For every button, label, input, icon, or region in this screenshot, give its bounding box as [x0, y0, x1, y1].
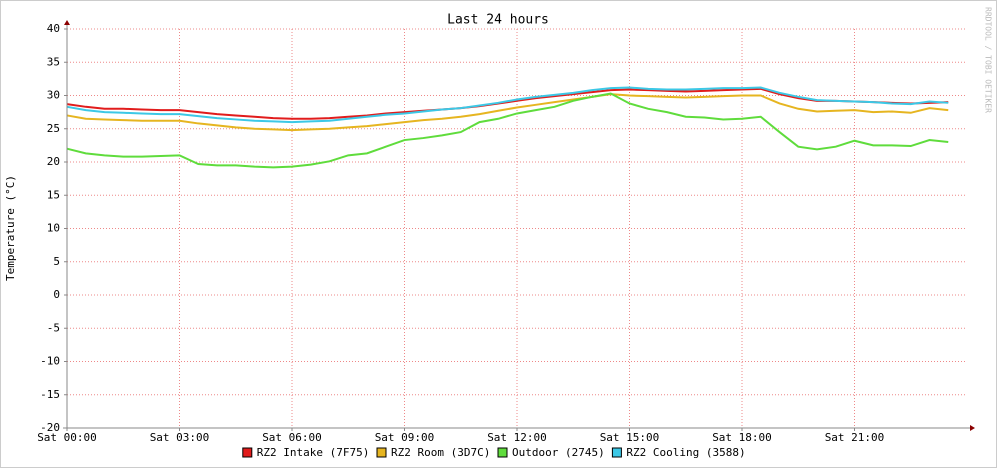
y-tick-label: -5 [47, 321, 60, 334]
legend-swatch [242, 447, 253, 458]
y-tick-label: 15 [47, 188, 60, 201]
y-tick-label: 20 [47, 155, 60, 168]
x-tick-label: Sat 18:00 [712, 431, 772, 444]
x-tick-label: Sat 00:00 [37, 431, 97, 444]
series-line [66, 93, 949, 132]
y-tick-label: 25 [47, 122, 60, 135]
y-axis-label: Temperature (°C) [4, 175, 17, 281]
grid [66, 28, 967, 429]
x-tick-label: Sat 09:00 [375, 431, 435, 444]
lines [66, 86, 949, 169]
legend-label: Outdoor (2745) [512, 446, 605, 459]
x-tick-label: Sat 06:00 [262, 431, 322, 444]
series-line [66, 86, 949, 124]
series-line [66, 92, 949, 169]
x-tick-label: Sat 21:00 [825, 431, 885, 444]
y-tick-label: -10 [40, 355, 60, 368]
y-tick-label: -20 [40, 421, 60, 434]
x-tick-label: Sat 12:00 [487, 431, 547, 444]
y-tick-label: 40 [47, 22, 60, 35]
legend-swatch [611, 447, 622, 458]
legend-label: RZ2 Intake (7F75) [257, 446, 370, 459]
chart-title: Last 24 hours [447, 13, 549, 28]
y-tick-label: 30 [47, 89, 60, 102]
y-axis-arrow [64, 20, 70, 25]
y-tick-label: -15 [40, 388, 60, 401]
y-tick-label: 0 [53, 288, 60, 301]
y-tick-label: 35 [47, 55, 60, 68]
x-tick-label: Sat 15:00 [600, 431, 660, 444]
watermark: RRDTOOL / TOBI OETIKER [984, 7, 993, 113]
legend-swatch [497, 447, 508, 458]
y-tick-label: 5 [53, 255, 60, 268]
legend: RZ2 Intake (7F75) RZ2 Room (3D7C) Outdoor … [242, 446, 746, 459]
x-axis-arrow [970, 425, 975, 431]
legend-swatch [376, 447, 387, 458]
x-tick-label: Sat 03:00 [150, 431, 210, 444]
legend-label: RZ2 Cooling (3588) [626, 446, 745, 459]
axes: -20 -15 -10 -5 0 5 10 15 20 25 30 35 40 Sat 00:00 Sat … [37, 20, 975, 444]
y-tick-label: 10 [47, 222, 60, 235]
legend-label: RZ2 Room (3D7C) [391, 446, 490, 459]
